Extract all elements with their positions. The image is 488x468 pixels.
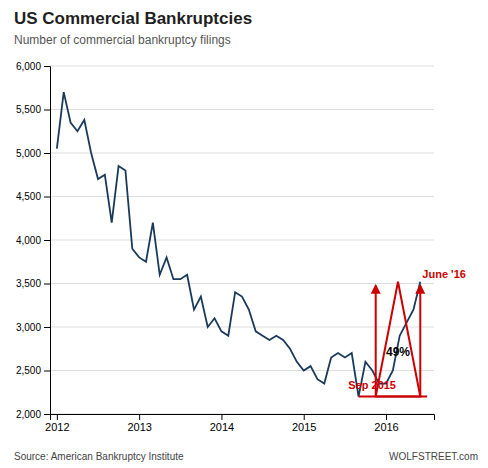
y-tick: 4,000: [16, 235, 50, 246]
y-axis-line: [44, 67, 51, 415]
x-tick: 2014: [210, 414, 234, 433]
grid-line: [50, 66, 434, 67]
chart-container: US Commercial Bankruptcies Number of comm…: [0, 0, 488, 468]
grid-line: [50, 109, 434, 110]
y-tick: 5,000: [16, 148, 50, 159]
y-tick-label: 6,000: [16, 61, 41, 72]
y-tick-mark: [44, 371, 50, 372]
grid-line: [50, 240, 434, 241]
y-tick-label: 2,500: [16, 365, 41, 376]
y-tick: 5,500: [16, 104, 50, 115]
subtitle: Number of commercial bankruptcy filings: [14, 33, 231, 47]
y-tick: 6,000: [16, 61, 50, 72]
y-tick: 4,500: [16, 191, 50, 202]
x-tick: 2013: [127, 414, 151, 433]
y-tick: 3,500: [16, 278, 50, 289]
x-tick-mark: [221, 414, 222, 420]
y-tick-mark: [44, 327, 50, 328]
marks: [57, 92, 420, 397]
y-tick-mark: [44, 66, 50, 67]
x-tick-mark: [139, 414, 140, 420]
y-tick-mark: [44, 197, 50, 198]
y-axis: 2,000 2,500 3,000 3,500 4,000 4,500 5,000 5,500…: [16, 61, 51, 420]
annotation-start-label: Sep 2015: [348, 379, 396, 391]
annotation-end-label: June '16: [422, 268, 466, 280]
y-tick-label: 5,500: [16, 104, 41, 115]
annotation: 49% June '16 Sep 2015: [348, 268, 466, 397]
x-tick: 2016: [374, 414, 398, 433]
y-tick-mark: [44, 414, 50, 415]
y-tick-label: 5,000: [16, 148, 41, 159]
x-tick: 2012: [45, 414, 69, 433]
y-tick: 3,000: [16, 322, 50, 333]
x-axis: 2012 2013 2014 2015 2016: [45, 414, 434, 433]
y-tick-mark: [44, 240, 50, 241]
source: Source: American Bankruptcy Institute: [14, 451, 184, 462]
x-tick: 2015: [292, 414, 316, 433]
chart-svg: US Commercial Bankruptcies Number of comm…: [0, 0, 488, 468]
y-tick-label: 4,000: [16, 235, 41, 246]
x-axis-line: [51, 415, 435, 421]
x-tick-label: 2012: [45, 421, 69, 433]
y-tick-mark: [44, 110, 50, 111]
grid: [50, 66, 434, 414]
grid-line: [50, 153, 434, 154]
y-tick-label: 2,000: [16, 409, 41, 420]
grid-line: [50, 283, 434, 284]
y-tick-label: 3,000: [16, 322, 41, 333]
line: [57, 92, 420, 397]
y-tick: 2,000: [16, 409, 50, 420]
y-tick-mark: [44, 284, 50, 285]
x-tick-mark: [386, 414, 387, 420]
y-tick: 2,500: [16, 365, 50, 376]
x-tick-label: 2015: [292, 421, 316, 433]
x-tick-label: 2016: [374, 421, 398, 433]
annotation-arrow: [419, 286, 421, 397]
credit: WOLFSTREET.com: [389, 451, 478, 462]
x-tick-mark: [57, 414, 58, 420]
y-tick-label: 4,500: [16, 191, 41, 202]
x-tick-label: 2013: [127, 421, 151, 433]
annotation-change-label: 49%: [386, 345, 410, 359]
x-tick-mark: [304, 414, 305, 420]
y-tick-label: 3,500: [16, 278, 41, 289]
y-tick-mark: [44, 153, 50, 154]
x-tick-label: 2014: [210, 421, 234, 433]
title: US Commercial Bankruptcies: [14, 9, 252, 28]
plot: 2,000 2,500 3,000 3,500 4,000 4,500 5,000 5,500…: [16, 61, 466, 433]
